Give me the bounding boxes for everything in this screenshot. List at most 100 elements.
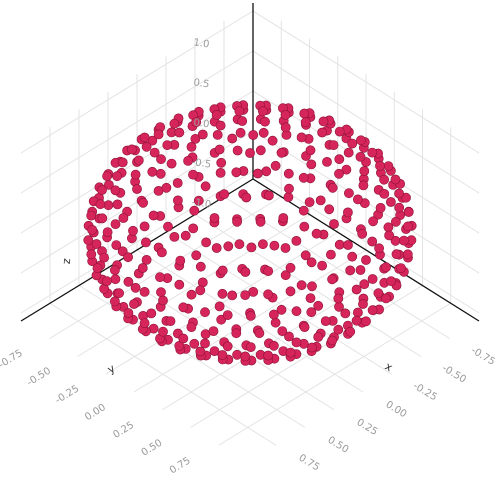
data-point [343, 188, 354, 199]
data-point [367, 147, 378, 158]
data-point [307, 281, 317, 292]
data-point [232, 145, 243, 156]
data-point [175, 255, 186, 266]
data-point [148, 210, 159, 221]
data-point [172, 195, 183, 206]
data-point [311, 228, 322, 239]
data-point [189, 338, 200, 349]
data-point [313, 300, 324, 311]
data-point [227, 133, 238, 144]
data-point [223, 241, 234, 252]
data-point [231, 167, 242, 178]
data-point [155, 272, 165, 283]
data-point [291, 337, 302, 348]
y-tick-label: 0.50 [140, 438, 165, 459]
data-point [95, 199, 106, 210]
data-point [355, 151, 366, 162]
data-point [375, 202, 386, 213]
data-point [300, 250, 311, 261]
data-point [102, 276, 112, 286]
data-point [291, 306, 302, 317]
data-point [280, 122, 291, 133]
data-point [285, 262, 296, 273]
data-point [212, 129, 223, 140]
data-point [92, 263, 103, 273]
data-point [215, 120, 226, 131]
data-point [280, 270, 291, 281]
data-point [191, 117, 202, 128]
data-point [235, 127, 246, 138]
data-point [351, 284, 362, 295]
data-point [384, 230, 394, 241]
x-axis-title: x [383, 360, 396, 375]
data-point [166, 158, 177, 169]
wall-grid-line [20, 50, 254, 194]
data-point [155, 168, 166, 179]
data-point [200, 307, 210, 318]
data-point [169, 231, 180, 242]
data-point [333, 324, 344, 335]
x-tick-label: 0.25 [355, 417, 380, 438]
data-point [234, 106, 245, 117]
data-point [156, 154, 166, 165]
data-point [195, 261, 206, 272]
data-point [355, 265, 366, 275]
data-point [208, 326, 219, 336]
data-point [254, 328, 265, 339]
data-point [163, 221, 173, 232]
data-point [128, 225, 138, 236]
data-point [162, 140, 173, 150]
data-point [161, 182, 172, 193]
data-point [234, 239, 245, 250]
data-point [268, 340, 279, 351]
data-point [306, 257, 317, 268]
data-point [156, 287, 166, 298]
y-tick-label: 0.00 [83, 402, 108, 423]
data-point [270, 317, 281, 328]
data-point [358, 180, 369, 191]
data-point [359, 166, 370, 176]
data-point [398, 235, 409, 246]
data-point [361, 255, 371, 265]
data-point [345, 265, 356, 276]
data-point [351, 315, 362, 326]
data-point [147, 166, 158, 177]
data-point [283, 168, 294, 179]
data-point [318, 116, 329, 127]
data-point [190, 133, 201, 144]
floor-grid-line [48, 196, 282, 340]
data-point [186, 289, 197, 300]
data-point [200, 181, 211, 192]
data-point [141, 141, 152, 152]
data-point [386, 276, 396, 286]
data-point [402, 249, 413, 260]
data-point [379, 174, 389, 185]
data-point [200, 338, 210, 349]
data-point [216, 157, 227, 168]
data-point [403, 221, 413, 232]
data-point [390, 174, 401, 185]
data-point [374, 243, 384, 254]
data-point [284, 183, 294, 194]
x-axis-line [20, 178, 254, 322]
data-point [320, 316, 331, 326]
data-point [280, 110, 291, 120]
data-point [276, 304, 287, 315]
data-point [299, 108, 310, 119]
z-tick-label: 1.0 [193, 37, 210, 50]
data-point [158, 295, 168, 306]
data-point [306, 159, 317, 170]
data-point [263, 266, 274, 276]
data-point [379, 188, 390, 199]
data-point [280, 243, 291, 253]
data-point [141, 254, 152, 265]
data-point [191, 250, 202, 261]
data-point [139, 221, 150, 232]
data-point [237, 116, 248, 126]
data-point [146, 308, 157, 319]
data-point [172, 178, 183, 188]
data-point [129, 299, 139, 309]
data-point [298, 172, 309, 183]
data-point [209, 346, 220, 356]
